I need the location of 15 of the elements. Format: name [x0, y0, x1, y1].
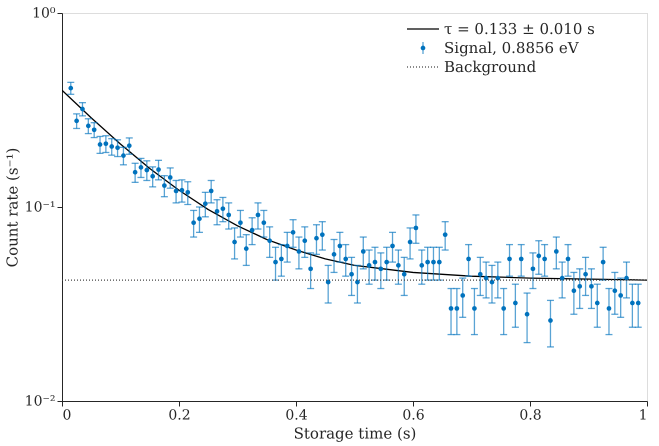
y-tick-label: 10⁰ [32, 6, 56, 22]
x-tick-label: 0.6 [402, 408, 425, 424]
x-axis-title: Storage time (s) [294, 424, 416, 442]
legend-label: τ = 0.133 ± 0.010 s [444, 20, 595, 38]
x-tick-label: 0.8 [519, 408, 542, 424]
legend-label: Background [444, 58, 537, 76]
x-tick-label: 0 [62, 408, 72, 424]
line-series [62, 90, 647, 281]
legend-label: Signal, 0.8856 eV [444, 39, 580, 57]
y-axis-title: Count rate (s⁻¹) [4, 148, 22, 268]
x-tick-label: 0.2 [168, 408, 191, 424]
x-tick-label: 1 [638, 408, 648, 424]
y-tick-label: 10⁻² [24, 394, 56, 410]
y-tick-label: 10⁻¹ [24, 200, 56, 216]
x-tick-label: 0.4 [285, 408, 308, 424]
